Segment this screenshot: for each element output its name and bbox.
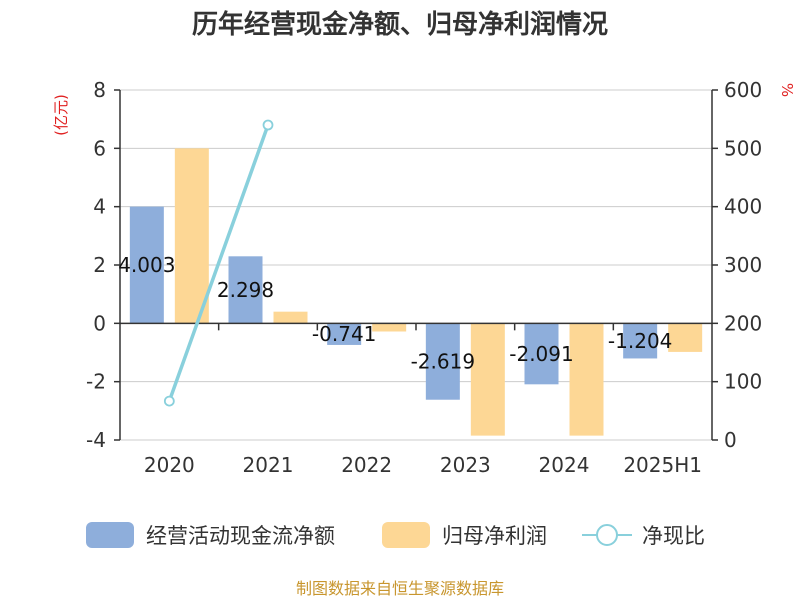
legend-label-cashflow: 经营活动现金流净额	[146, 524, 335, 548]
bar-value-label: -1.204	[608, 329, 672, 353]
right-tick-label: 200	[724, 311, 762, 335]
bar	[524, 323, 559, 385]
bars	[129, 148, 703, 436]
right-tick-label: 400	[724, 195, 762, 219]
axes: -4 -2 0 2 4 6 8 0 100 200 300 400 500 600 2020 2021 2022…	[86, 78, 762, 477]
bar	[228, 256, 263, 324]
right-tick-label: 500	[724, 136, 762, 160]
category-label: 2024	[539, 453, 590, 477]
legend-swatch-netprofit	[382, 522, 430, 548]
right-tick-label: 600	[724, 78, 762, 102]
bar	[425, 323, 460, 400]
left-tick-label: 6	[93, 136, 106, 160]
bar	[470, 323, 505, 436]
legend-marker-ratio	[596, 524, 618, 546]
ratio-point	[262, 119, 274, 131]
bar	[129, 206, 164, 324]
bar	[668, 323, 703, 352]
bar	[174, 148, 209, 324]
right-tick-label: 300	[724, 253, 762, 277]
category-label: 2022	[341, 453, 392, 477]
left-axis-unit: (亿元)	[52, 94, 70, 136]
left-tick-label: 2	[93, 253, 106, 277]
ratio-point	[163, 395, 175, 407]
bar	[327, 323, 362, 345]
bar	[623, 323, 658, 359]
ratio-line-path	[167, 124, 270, 402]
left-tick-label: 4	[93, 195, 106, 219]
left-tick-label: -2	[86, 370, 106, 394]
data-labels: 4.003 2.298 -0.741 -2.619 -2.091 -1.204	[118, 253, 672, 374]
bar	[569, 323, 604, 436]
bar	[273, 311, 308, 324]
bar-value-label: 4.003	[118, 253, 175, 277]
left-tick-label: 0	[93, 311, 106, 335]
bar-value-label: -2.619	[411, 350, 475, 374]
legend-swatch-cashflow	[86, 522, 134, 548]
ratio-line	[163, 119, 274, 407]
left-tick-label: -4	[86, 428, 106, 452]
legend: 经营活动现金流净额 归母净利润 净现比	[86, 522, 705, 548]
left-tick-label: 8	[93, 78, 106, 102]
right-tick-label: 0	[724, 428, 737, 452]
category-label: 2020	[144, 453, 195, 477]
bar-value-label: -0.741	[312, 322, 376, 346]
source-note: 制图数据来自恒生聚源数据库	[296, 579, 504, 598]
right-axis-unit: %	[778, 83, 796, 97]
bar-value-label: -2.091	[509, 342, 573, 366]
category-label: 2025H1	[623, 453, 702, 477]
legend-label-ratio: 净现比	[642, 524, 705, 548]
bar	[372, 323, 407, 332]
right-tick-label: 100	[724, 370, 762, 394]
category-label: 2021	[243, 453, 294, 477]
legend-label-netprofit: 归母净利润	[442, 524, 547, 548]
category-label: 2023	[440, 453, 491, 477]
bar-value-label: 2.298	[217, 278, 274, 302]
chart-title: 历年经营现金净额、归母净利润情况	[192, 9, 608, 40]
